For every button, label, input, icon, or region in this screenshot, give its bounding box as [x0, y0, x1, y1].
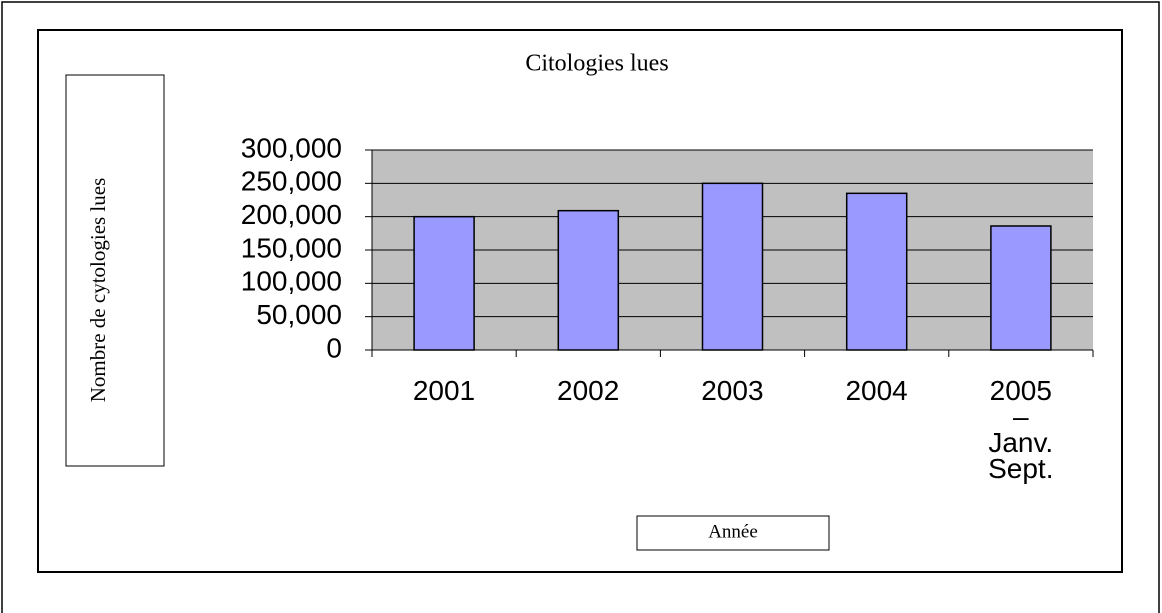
x-axis-label: Année	[708, 521, 758, 542]
bar	[557, 209, 620, 351]
x-tick-label: 2004	[845, 375, 908, 406]
bar	[413, 215, 475, 351]
y-label-box	[65, 74, 165, 467]
y-tick-label: 100,000	[241, 266, 342, 297]
x-label-box	[636, 515, 830, 551]
bar	[701, 182, 764, 351]
chart-frame	[37, 29, 1123, 573]
x-tick-label: 2001	[412, 375, 476, 406]
bar	[845, 192, 908, 351]
y-tick-label: 200,000	[241, 199, 342, 230]
x-tick-label: 2002	[557, 375, 620, 406]
chart-title: Citologies lues	[525, 51, 668, 77]
y-tick-label: 50,000	[256, 299, 342, 330]
bar	[990, 225, 1052, 351]
y-tick-label: 150,000	[241, 232, 342, 263]
x-tick-label: 2003	[701, 375, 764, 406]
x-tick-label: 2005 – Janv. Sept.	[988, 375, 1054, 484]
y-tick-label: 0	[326, 332, 342, 363]
y-tick-label: 300,000	[241, 132, 342, 163]
y-axis-label: Nombre de cytologies lues	[86, 178, 110, 403]
y-tick-label: 250,000	[241, 166, 342, 197]
